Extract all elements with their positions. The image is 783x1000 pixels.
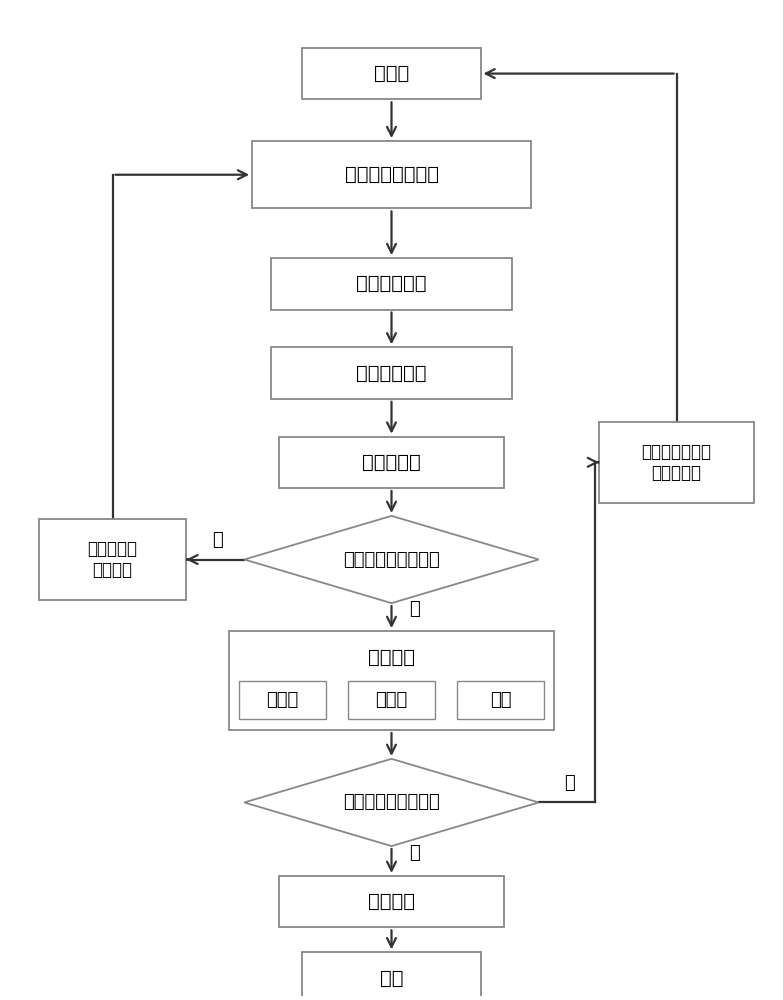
Text: 统计分析: 统计分析 [368,648,415,667]
Text: 是: 是 [410,844,420,862]
Text: 否: 否 [212,531,222,549]
Bar [280,437,503,488]
Bar [252,141,531,208]
Text: 结束: 结束 [380,968,403,987]
Bar [302,48,481,99]
Text: 计算特征値: 计算特征値 [362,453,421,472]
Text: 次数: 次数 [489,691,511,709]
Bar [272,347,511,399]
Text: 有效数据抄样: 有效数据抄样 [356,364,427,383]
Bar [457,681,543,719]
Text: 是: 是 [410,600,420,618]
Text: 读入一个瞬态数据: 读入一个瞬态数据 [345,165,438,184]
Text: 初始化: 初始化 [373,64,410,83]
Text: 是否完成所有离子？: 是否完成所有离子？ [343,793,440,811]
Bar [348,681,435,719]
Bar [302,952,481,1000]
Polygon shape [244,759,539,846]
Bar [599,422,754,503]
Bar [39,519,186,600]
Text: 是否完成所有数据？: 是否完成所有数据？ [343,550,440,568]
Polygon shape [244,516,539,603]
Text: 电路评估: 电路评估 [368,892,415,911]
Text: 最大値: 最大値 [375,691,408,709]
Bar [229,631,554,730]
Text: 判定效应类别: 判定效应类别 [356,274,427,293]
Text: 载入下一种离子
的瞬态数据: 载入下一种离子 的瞬态数据 [641,443,712,482]
Bar [240,681,326,719]
Text: 否: 否 [565,774,575,792]
Bar [280,876,503,927]
Text: 读入下一个
瞬态数据: 读入下一个 瞬态数据 [88,540,138,579]
Bar [272,258,511,310]
Text: 平均値: 平均値 [266,691,298,709]
